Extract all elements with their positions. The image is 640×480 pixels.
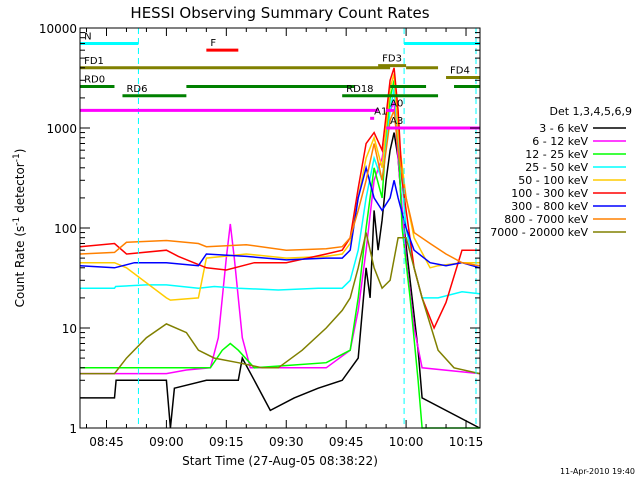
x-tick-label: 09:00 [149,435,184,449]
legend-label: 6 - 12 keV [532,135,588,148]
chart-title: HESSI Observing Summary Count Rates [130,4,429,22]
series-line [80,110,480,267]
series-line [80,132,480,429]
flag-label: FD1 [84,56,104,67]
series-line [80,99,480,375]
flag-label: RD18 [346,84,373,95]
series-line [80,88,480,299]
legend-label: 7000 - 20000 keV [490,226,588,239]
y-tick-label: 100 [54,222,77,236]
legend-label: 50 - 100 keV [518,174,588,187]
flag-label: N [84,31,91,42]
legend-label: 100 - 300 keV [511,187,588,200]
y-tick-label: 10000 [39,22,77,36]
flag-label: FD4 [450,65,470,76]
axis-layer: 08:45 09:00 09:15 09:30 09:45 10:00 10:15 10000… [39,22,484,449]
timestamp: 11-Apr-2010 19:40 [560,467,635,476]
y-tick-label: 10 [62,322,77,336]
flag-label: RD0 [84,75,105,86]
x-tick-label: 09:15 [209,435,244,449]
series-line [80,164,480,269]
x-tick-label: 08:45 [89,435,124,449]
flag-label: F [210,38,216,49]
legend-label: 800 - 7000 keV [504,213,588,226]
y-tick-label: 1 [69,422,77,436]
flag-label: RD6 [126,84,147,95]
legend-label: 12 - 25 keV [525,148,588,161]
flag-label: FD3 [382,54,402,65]
series-line [80,80,480,429]
series-line [80,232,480,375]
series-layer [80,67,480,429]
y-axis-label-mid: detector [13,162,27,217]
series-line [80,73,480,301]
flag-label: A1 [374,106,387,117]
x-axis-label: Start Time (27-Aug-05 08:38:22) [182,454,378,468]
y-axis-label-sup2: -1 [12,153,22,162]
x-tick-label: 09:30 [269,435,304,449]
flag-label: A0 [390,98,403,109]
y-axis-label-main: Count Rate (s [13,226,27,308]
y-tick-label: 1000 [46,122,77,136]
x-tick-label: 09:45 [329,435,364,449]
legend-title: Det 1,3,4,5,6,9 [549,105,632,118]
y-axis-label-end: ) [13,149,27,154]
legend-label: 300 - 800 keV [511,200,588,213]
y-axis-label-sup1: -1 [12,217,22,226]
legend-label: 3 - 6 keV [539,122,588,135]
legend-label: 25 - 50 keV [525,161,588,174]
x-tick-label: 10:15 [449,435,484,449]
x-tick-label: 10:00 [389,435,424,449]
y-axis-label: Count Rate (s-1 detector-1) [12,149,27,308]
flag-label: A3 [390,116,403,127]
